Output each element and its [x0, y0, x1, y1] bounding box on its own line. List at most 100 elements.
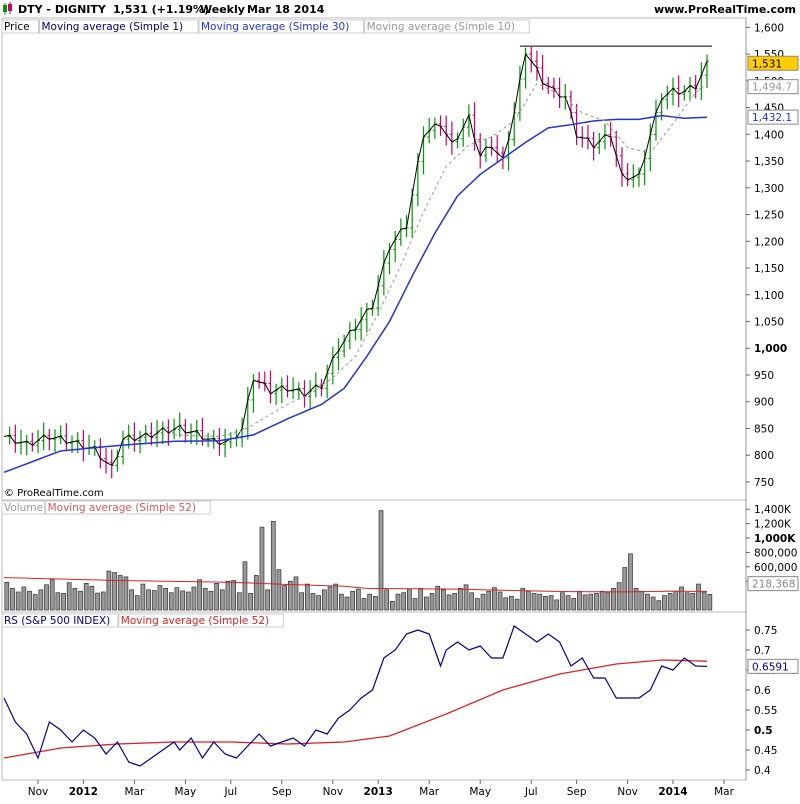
volume-bar — [350, 590, 356, 611]
volume-bar — [435, 585, 441, 611]
volume-bar — [384, 589, 390, 611]
x-tick-label: 2014 — [658, 786, 687, 798]
volume-bar — [293, 576, 299, 611]
ma10-value-tag: 1,494.7 — [752, 82, 792, 94]
volume-bar — [225, 580, 231, 611]
rs-tick-label: 0.4 — [754, 765, 771, 777]
volume-legend-item: Moving average (Simple 52) — [48, 502, 196, 514]
volume-bar — [236, 592, 242, 611]
volume-bar — [72, 588, 78, 611]
volume-bar — [401, 592, 407, 611]
price-tick-label: 1,150 — [754, 263, 784, 275]
x-tick-label: Nov — [617, 786, 638, 798]
volume-tick-label: 1,000K — [754, 533, 796, 545]
volume-bar — [418, 588, 424, 611]
volume-bar — [622, 567, 628, 611]
volume-bar — [560, 592, 565, 611]
volume-bar — [38, 589, 44, 611]
x-tick-label: Sep — [567, 786, 587, 798]
volume-bar — [554, 599, 560, 611]
price-tick-label: 1,200 — [754, 236, 784, 248]
volume-bar — [27, 590, 32, 611]
price-layer: 750 800 850 900 950 1,000 1,050 1,100 1,150 1,200… — [1, 19, 799, 489]
volume-legend-box — [1, 500, 46, 515]
volume-bar — [690, 593, 696, 611]
price-legend-box — [364, 19, 530, 34]
copyright-label: © ProRealTime.com — [4, 488, 104, 499]
volume-bar — [543, 595, 548, 611]
volume-bar — [89, 585, 95, 611]
volume-bar — [202, 588, 208, 611]
volume-layer: 400,000600,000800,0001,000K1,200K1,400KV… — [1, 500, 799, 611]
volume-bar — [503, 597, 509, 611]
price-tick-label: 800 — [754, 450, 774, 462]
rs-last-tag-bg — [747, 658, 799, 674]
volume-bar — [259, 526, 265, 611]
volume-bar — [458, 588, 463, 611]
volume-bar — [242, 561, 248, 611]
rs-line — [3, 625, 708, 767]
x-tick-label: May — [175, 786, 197, 798]
volume-bar — [151, 590, 157, 611]
source-link[interactable]: www.ProRealTime.com — [654, 3, 796, 16]
volume-bar — [214, 583, 219, 611]
volume-bar — [282, 585, 287, 611]
volume-bar — [594, 593, 599, 611]
volume-bar — [338, 593, 344, 611]
volume-bar — [174, 587, 180, 611]
volume-bar — [146, 589, 151, 611]
x-tick-label: 2012 — [69, 786, 98, 798]
ma30-line — [3, 114, 708, 474]
volume-bar — [639, 590, 645, 611]
volume-bar — [270, 521, 276, 611]
rs-legend-box — [1, 613, 119, 628]
volume-bar — [287, 580, 293, 611]
price-tick-label: 1,000 — [754, 343, 787, 355]
last-price-tag-bg — [747, 55, 799, 71]
x-tick-label: Mar — [419, 786, 439, 798]
volume-bar — [372, 595, 378, 611]
volume-tick-label: 1,200K — [754, 519, 792, 531]
volume-bar — [253, 575, 259, 611]
x-axis: Nov 2012 Mar May Jul Sep Nov 2013 Mar May Jul Sep No… — [28, 780, 735, 798]
volume-bar — [299, 592, 304, 611]
rs-tick-label: 0.7 — [754, 645, 771, 657]
volume-bar — [344, 596, 350, 611]
volume-bar — [276, 569, 282, 611]
volume-bar — [32, 594, 38, 611]
volume-bar — [78, 590, 83, 611]
volume-bar — [645, 593, 650, 611]
volume-bar — [168, 592, 174, 611]
volume-bar — [378, 510, 384, 611]
x-tick-label: Nov — [28, 786, 49, 798]
volume-bar — [61, 593, 66, 611]
x-tick-label: Jul — [524, 786, 538, 798]
volume-bar — [106, 570, 112, 611]
volume-bar — [367, 593, 373, 611]
volume-bar — [208, 590, 214, 611]
volume-bar — [304, 583, 310, 611]
volume-bar — [248, 593, 253, 611]
price-tick-label: 1,300 — [754, 183, 784, 195]
volume-bar — [355, 588, 361, 611]
volume-bar — [395, 593, 401, 611]
x-tick-label: Mar — [124, 786, 144, 798]
volume-bar — [316, 595, 321, 611]
price-legend-item: Moving average (Simple 1) — [42, 21, 184, 33]
volume-bar — [219, 589, 225, 611]
volume-tick-label: 1,400K — [754, 504, 792, 516]
volume-ma52-line — [3, 577, 708, 593]
volume-bar — [321, 589, 327, 611]
price-tick-label: 1,600 — [754, 22, 784, 34]
volume-bar — [480, 593, 486, 611]
rs-last-tag: 0.6591 — [752, 661, 789, 673]
ma10-line — [174, 82, 708, 437]
volume-bar — [412, 598, 418, 611]
volume-bar — [361, 598, 367, 611]
rs-tick-label: 0.6 — [754, 685, 771, 697]
ma30-value-tag: 1,432.1 — [752, 112, 792, 124]
price-legend-item: Moving average (Simple 10) — [367, 21, 515, 33]
volume-bar — [548, 595, 554, 611]
volume-bar — [588, 593, 594, 611]
